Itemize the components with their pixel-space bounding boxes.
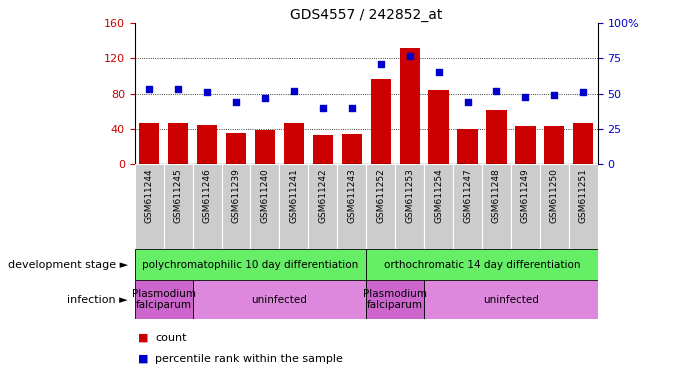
Bar bbox=[164, 164, 193, 249]
Text: count: count bbox=[155, 333, 187, 343]
Bar bbox=[366, 280, 424, 319]
Bar bbox=[540, 164, 569, 249]
Point bbox=[173, 86, 184, 93]
Text: uninfected: uninfected bbox=[252, 295, 307, 305]
Point bbox=[259, 95, 270, 101]
Text: GSM611239: GSM611239 bbox=[231, 169, 240, 223]
Bar bbox=[457, 129, 477, 164]
Text: Plasmodium
falciparum: Plasmodium falciparum bbox=[363, 289, 427, 310]
Bar bbox=[279, 164, 308, 249]
Text: Plasmodium
falciparum: Plasmodium falciparum bbox=[132, 289, 196, 310]
Bar bbox=[139, 123, 160, 164]
Bar bbox=[255, 130, 275, 164]
Bar bbox=[135, 280, 193, 319]
Point bbox=[462, 99, 473, 105]
Bar bbox=[168, 123, 188, 164]
Bar bbox=[399, 48, 419, 164]
Bar bbox=[511, 164, 540, 249]
Bar bbox=[569, 164, 598, 249]
Point bbox=[231, 99, 242, 105]
Point bbox=[346, 105, 357, 111]
Point bbox=[375, 61, 386, 67]
Bar bbox=[366, 164, 395, 249]
Point bbox=[491, 88, 502, 94]
Text: GSM611254: GSM611254 bbox=[434, 169, 443, 223]
Title: GDS4557 / 242852_at: GDS4557 / 242852_at bbox=[290, 8, 442, 22]
Bar bbox=[486, 109, 507, 164]
Bar bbox=[222, 164, 250, 249]
Point bbox=[144, 86, 155, 93]
Text: ■: ■ bbox=[138, 354, 149, 364]
Point bbox=[202, 89, 213, 95]
Text: GSM611252: GSM611252 bbox=[376, 169, 385, 223]
Point bbox=[317, 105, 328, 111]
Text: polychromatophilic 10 day differentiation: polychromatophilic 10 day differentiatio… bbox=[142, 260, 359, 270]
Text: GSM611253: GSM611253 bbox=[405, 169, 414, 223]
Point bbox=[549, 92, 560, 98]
Text: GSM611250: GSM611250 bbox=[550, 169, 559, 223]
Bar bbox=[395, 164, 424, 249]
Bar bbox=[366, 249, 598, 280]
Bar bbox=[284, 123, 304, 164]
Bar bbox=[135, 249, 366, 280]
Bar bbox=[453, 164, 482, 249]
Bar bbox=[308, 164, 337, 249]
Bar bbox=[250, 164, 279, 249]
Bar bbox=[193, 164, 222, 249]
Bar bbox=[424, 164, 453, 249]
Bar bbox=[135, 164, 164, 249]
Point bbox=[578, 89, 589, 95]
Bar bbox=[341, 134, 362, 164]
Bar bbox=[515, 126, 536, 164]
Text: GSM611248: GSM611248 bbox=[492, 169, 501, 223]
Text: GSM611247: GSM611247 bbox=[463, 169, 472, 223]
Bar bbox=[428, 90, 448, 164]
Text: GSM611244: GSM611244 bbox=[144, 169, 153, 223]
Text: GSM611249: GSM611249 bbox=[521, 169, 530, 223]
Text: infection ►: infection ► bbox=[67, 295, 128, 305]
Text: ■: ■ bbox=[138, 333, 149, 343]
Bar bbox=[370, 79, 391, 164]
Text: GSM611241: GSM611241 bbox=[290, 169, 299, 223]
Text: percentile rank within the sample: percentile rank within the sample bbox=[155, 354, 343, 364]
Text: GSM611246: GSM611246 bbox=[202, 169, 211, 223]
Bar bbox=[573, 123, 594, 164]
Text: GSM611245: GSM611245 bbox=[173, 169, 182, 223]
Bar bbox=[226, 134, 246, 164]
Text: development stage ►: development stage ► bbox=[8, 260, 128, 270]
Point bbox=[433, 70, 444, 76]
Bar bbox=[337, 164, 366, 249]
Point bbox=[288, 88, 299, 94]
Bar bbox=[197, 126, 217, 164]
Text: GSM611251: GSM611251 bbox=[579, 169, 588, 223]
Text: GSM611240: GSM611240 bbox=[261, 169, 269, 223]
Text: GSM611242: GSM611242 bbox=[319, 169, 328, 223]
Bar bbox=[545, 126, 565, 164]
Point bbox=[520, 93, 531, 99]
Text: GSM611243: GSM611243 bbox=[348, 169, 357, 223]
Text: orthochromatic 14 day differentiation: orthochromatic 14 day differentiation bbox=[384, 260, 580, 270]
Bar bbox=[313, 135, 333, 164]
Point bbox=[404, 53, 415, 59]
Bar bbox=[193, 280, 366, 319]
Text: uninfected: uninfected bbox=[483, 295, 539, 305]
Bar bbox=[482, 164, 511, 249]
Bar bbox=[424, 280, 598, 319]
